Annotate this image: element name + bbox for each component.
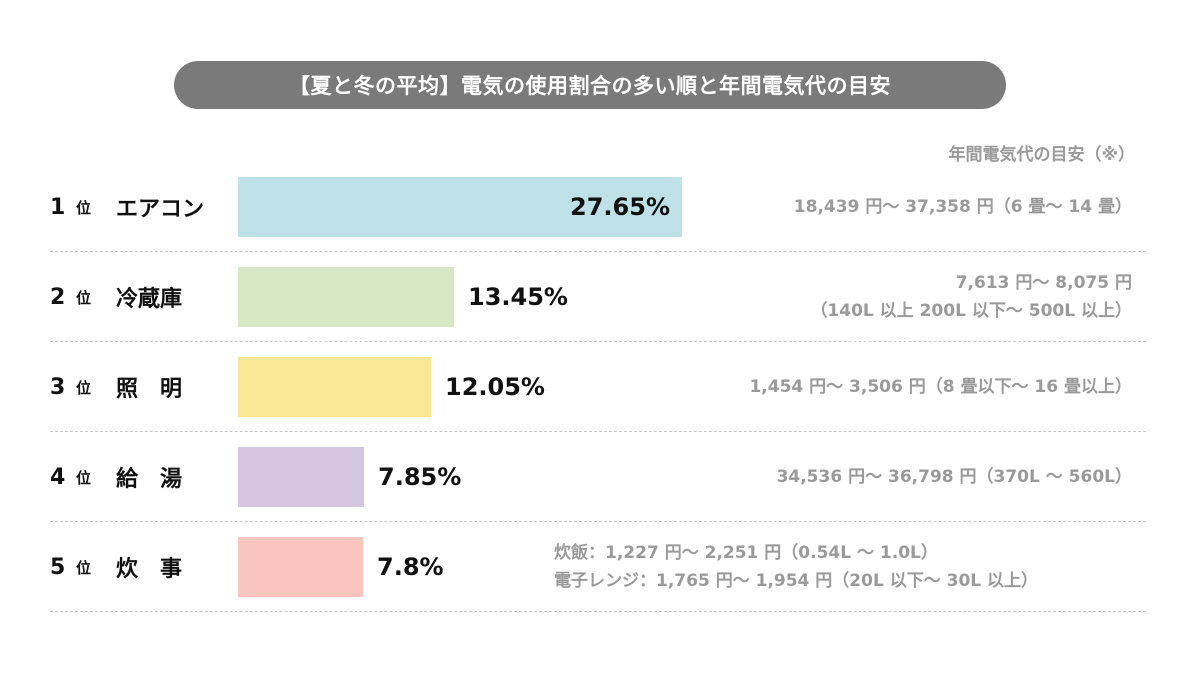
annual-cost-line: 炊飯：1,227 円～ 2,251 円（0.54L ～ 1.0L） — [554, 543, 938, 563]
rank-number: 5 — [50, 554, 66, 580]
annual-cost-line: 1,454 円～ 3,506 円（8 畳以下～ 16 畳以上） — [749, 377, 1132, 397]
rank-suffix: 位 — [76, 198, 92, 217]
annual-cost: 1,454 円～ 3,506 円（8 畳以下～ 16 畳以上） — [749, 342, 1132, 432]
category-label: 炊 事 — [116, 557, 183, 582]
row-divider — [50, 251, 1146, 252]
rank-suffix: 位 — [76, 378, 92, 397]
category-label: 冷蔵庫 — [116, 287, 183, 312]
value-label: 7.8% — [377, 553, 444, 581]
value-label: 13.45% — [468, 283, 568, 311]
cost-column-header: 年間電気代の目安（※） — [948, 145, 1135, 165]
row-divider — [50, 431, 1146, 432]
rank-suffix: 位 — [76, 558, 92, 577]
annual-cost: 7,613 円～ 8,075 円 （140L 以上 200L 以下～ 500L 以… — [810, 252, 1132, 342]
rank-number: 1 — [50, 194, 66, 220]
row-divider — [50, 611, 1146, 612]
value-label: 12.05% — [445, 373, 545, 401]
row-divider — [50, 341, 1146, 342]
value-label: 7.85% — [378, 463, 462, 491]
chart-row: 1 位エアコン 27.65% 18,439 円～ 37,358 円（6 畳～ 14 畳… — [50, 162, 1146, 252]
rank-number: 4 — [50, 464, 66, 490]
bar-mark — [238, 267, 454, 327]
rank-suffix: 位 — [76, 288, 92, 307]
annual-cost: 炊飯：1,227 円～ 2,251 円（0.54L ～ 1.0L） 電子レンジ：1… — [554, 522, 1038, 612]
rank-number: 2 — [50, 284, 66, 310]
bar-mark — [238, 447, 364, 507]
category-label: 給 湯 — [116, 467, 183, 492]
rank-suffix: 位 — [76, 468, 92, 487]
annual-cost: 18,439 円～ 37,358 円（6 畳～ 14 畳） — [794, 162, 1132, 252]
annual-cost-line: 電子レンジ：1,765 円～ 1,954 円（20L 以下～ 30L 以上） — [554, 571, 1039, 591]
chart-title: 【夏と冬の平均】電気の使用割合の多い順と年間電気代の目安 — [174, 61, 1006, 109]
bar-mark — [238, 357, 431, 417]
category-label: 照 明 — [116, 377, 183, 402]
chart-row: 2 位冷蔵庫 13.45% 7,613 円～ 8,075 円（140L 以上 200L… — [50, 252, 1146, 342]
annual-cost-line: 34,536 円～ 36,798 円（370L ～ 560L） — [776, 467, 1132, 487]
bar-mark — [238, 537, 363, 597]
category-label: エアコン — [116, 197, 205, 222]
annual-cost-line: 7,613 円～ 8,075 円 — [955, 273, 1132, 293]
annual-cost: 34,536 円～ 36,798 円（370L ～ 560L） — [777, 432, 1132, 522]
rank-number: 3 — [50, 374, 66, 400]
annual-cost-line: 18,439 円～ 37,358 円（6 畳～ 14 畳） — [793, 197, 1132, 217]
annual-cost-line: （140L 以上 200L 以下～ 500L 以上） — [810, 301, 1132, 321]
value-label: 27.65% — [570, 193, 670, 221]
bar-mark — [238, 177, 682, 237]
row-divider — [50, 521, 1146, 522]
